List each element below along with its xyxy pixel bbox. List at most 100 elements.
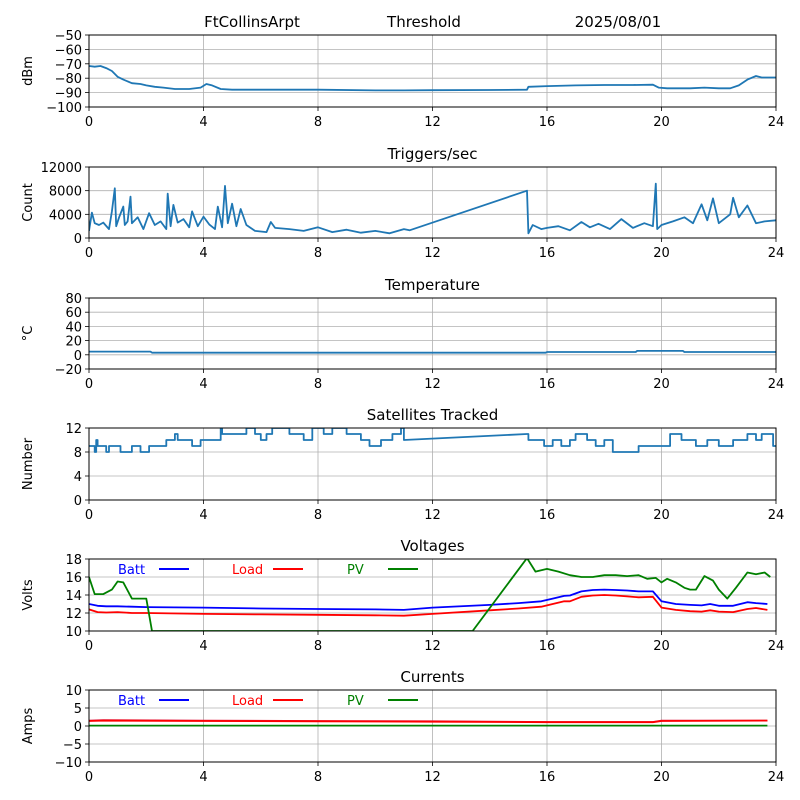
legend-label-batt: Batt xyxy=(118,563,145,578)
x-tick-label: 4 xyxy=(199,770,207,785)
y-tick-label: 80 xyxy=(65,292,82,307)
series-line-pv xyxy=(89,559,771,631)
x-tick-label: 8 xyxy=(314,639,322,654)
y-tick-label: 10 xyxy=(65,684,82,699)
series-line-batt xyxy=(89,588,768,611)
panel-currents: Currents Amps Batt Load PV 0 4 8 12 16 20 24 −10 −5 0 5… xyxy=(21,668,784,785)
y-tick-label: 10 xyxy=(65,625,82,640)
x-tick-label: 20 xyxy=(653,115,670,130)
legend-label-batt: Batt xyxy=(118,694,145,709)
y-axis-label: Count xyxy=(21,183,36,222)
x-tick-label: 0 xyxy=(85,246,93,261)
x-tick-label: 20 xyxy=(653,508,670,523)
y-tick-label: −100 xyxy=(46,101,82,116)
series-group xyxy=(89,349,776,354)
chart-title-triggers: Triggers/sec xyxy=(387,145,478,163)
y-tick-label: 8 xyxy=(74,446,82,461)
chart-title-temperature: Temperature xyxy=(384,276,480,294)
header-station: FtCollinsArpt xyxy=(204,13,300,31)
x-tick-label: 4 xyxy=(199,508,207,523)
y-tick-label: 4 xyxy=(74,470,82,485)
x-tick-label: 16 xyxy=(539,770,556,785)
y-tick-label: −70 xyxy=(55,58,82,73)
series-line-temperature xyxy=(89,349,776,354)
x-tick-label: 12 xyxy=(424,639,441,654)
series-line-threshold xyxy=(89,65,776,92)
y-tick-label: 8000 xyxy=(49,185,82,200)
y-axis-label: Number xyxy=(21,437,36,490)
chart-title-currents: Currents xyxy=(400,668,464,686)
x-tick-label: 24 xyxy=(768,639,785,654)
y-tick-label: −5 xyxy=(63,738,82,753)
legend-label-load: Load xyxy=(232,563,263,578)
y-tick-label: 20 xyxy=(65,335,82,350)
y-tick-label: 12 xyxy=(65,607,82,622)
header-mode: Threshold xyxy=(386,13,461,31)
y-tick-label: 0 xyxy=(74,232,82,247)
x-tick-label: 24 xyxy=(768,246,785,261)
y-tick-label: 14 xyxy=(65,589,82,604)
y-tick-label: 12000 xyxy=(41,161,82,176)
x-tick-label: 16 xyxy=(539,508,556,523)
x-tick-label: 0 xyxy=(85,377,93,392)
x-tick-label: 4 xyxy=(199,639,207,654)
series-group xyxy=(89,182,776,235)
y-tick-label: −80 xyxy=(55,72,82,87)
x-tick-label: 4 xyxy=(199,377,207,392)
y-tick-label: 18 xyxy=(65,553,82,568)
legend-label-pv: PV xyxy=(347,694,364,709)
panel-triggers: Triggers/sec Count 0 4 8 12 16 20 24 0 4000 8000 120… xyxy=(21,145,784,261)
y-tick-label: 0 xyxy=(74,494,82,509)
x-tick-label: 16 xyxy=(539,639,556,654)
x-tick-label: 12 xyxy=(424,377,441,392)
y-tick-label: 40 xyxy=(65,320,82,335)
x-tick-label: 24 xyxy=(768,115,785,130)
series-line-load xyxy=(89,594,768,617)
x-tick-label: 12 xyxy=(424,770,441,785)
panel-voltages: Voltages Volts Batt Load PV 0 4 8 12 16 20 24 10 12 14… xyxy=(21,537,784,654)
x-tick-label: 12 xyxy=(424,115,441,130)
x-tick-label: 8 xyxy=(314,246,322,261)
x-tick-label: 8 xyxy=(314,770,322,785)
x-tick-label: 8 xyxy=(314,508,322,523)
y-axis-label: Volts xyxy=(21,579,36,611)
y-tick-label: 5 xyxy=(74,702,82,717)
panel-satellites: Satellites Tracked Number 0 4 8 12 16 20 24 0 4 8 12 xyxy=(21,406,784,523)
chart-title-voltages: Voltages xyxy=(400,537,464,555)
x-tick-label: 24 xyxy=(768,770,785,785)
y-tick-label: 16 xyxy=(65,571,82,586)
x-tick-label: 12 xyxy=(424,246,441,261)
x-tick-label: 20 xyxy=(653,377,670,392)
y-tick-label: 12 xyxy=(65,422,82,437)
x-tick-label: 16 xyxy=(539,377,556,392)
x-tick-label: 16 xyxy=(539,246,556,261)
x-tick-label: 20 xyxy=(653,639,670,654)
x-tick-label: 24 xyxy=(768,377,785,392)
series-group xyxy=(89,65,776,92)
x-tick-label: 0 xyxy=(85,508,93,523)
x-tick-label: 8 xyxy=(314,115,322,130)
series-group xyxy=(89,719,768,727)
x-tick-label: 4 xyxy=(199,246,207,261)
y-axis-label: Amps xyxy=(21,707,36,744)
y-tick-label: −20 xyxy=(55,363,82,378)
y-tick-label: −90 xyxy=(55,87,82,102)
x-tick-label: 20 xyxy=(653,246,670,261)
header-date: 2025/08/01 xyxy=(575,13,661,31)
y-axis-label: dBm xyxy=(21,56,36,86)
x-tick-label: 0 xyxy=(85,115,93,130)
x-tick-label: 4 xyxy=(199,115,207,130)
y-tick-label: −60 xyxy=(55,43,82,58)
series-line-satellites xyxy=(89,428,776,453)
x-tick-label: 20 xyxy=(653,770,670,785)
y-tick-label: 0 xyxy=(74,349,82,364)
series-line-triggers xyxy=(89,182,776,235)
series-group xyxy=(89,428,776,453)
y-tick-label: 4000 xyxy=(49,208,82,223)
x-tick-label: 24 xyxy=(768,508,785,523)
y-tick-label: −10 xyxy=(55,756,82,771)
y-tick-label: −50 xyxy=(55,29,82,44)
